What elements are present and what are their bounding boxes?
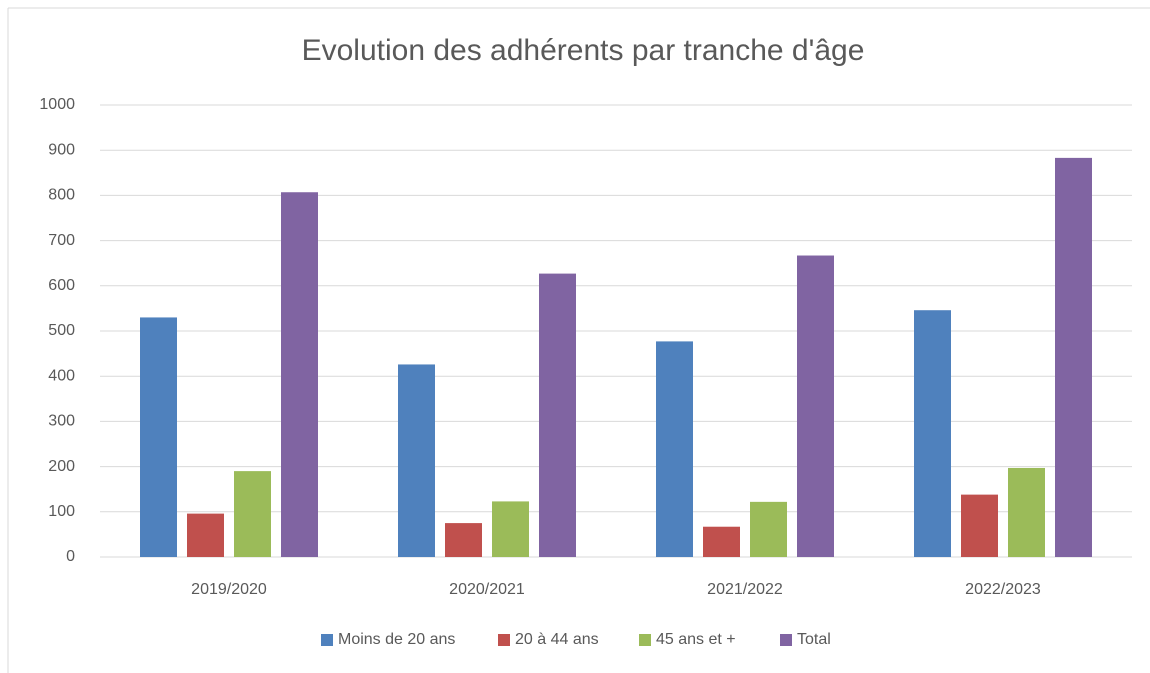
y-tick-label: 0: [66, 548, 75, 565]
bar: [1055, 157, 1092, 557]
bar: [187, 513, 224, 557]
bar: [398, 364, 435, 557]
bar: [492, 501, 529, 557]
y-tick-label: 900: [48, 141, 75, 158]
y-tick-label: 1000: [39, 96, 75, 113]
y-tick-label: 500: [48, 322, 75, 339]
y-tick-label: 200: [48, 458, 75, 475]
bar: [539, 273, 576, 557]
y-tick-label: 400: [48, 367, 75, 384]
y-tick-label: 300: [48, 413, 75, 430]
bar: [750, 501, 787, 557]
x-tick-label: 2019/2020: [191, 581, 267, 598]
legend-label: Total: [797, 631, 831, 648]
y-tick-label: 800: [48, 187, 75, 204]
legend-swatch: [780, 634, 792, 646]
chart-title: Evolution des adhérents par tranche d'âg…: [302, 34, 865, 67]
bar: [1008, 467, 1045, 557]
x-tick-label: 2021/2022: [707, 581, 783, 598]
legend-swatch: [498, 634, 510, 646]
bar: [656, 341, 693, 557]
legend-swatch: [639, 634, 651, 646]
legend-label: 20 à 44 ans: [515, 631, 599, 648]
x-tick-label: 2022/2023: [965, 581, 1041, 598]
bar: [234, 471, 271, 557]
bar: [961, 494, 998, 557]
y-tick-label: 100: [48, 503, 75, 520]
legend-label: Moins de 20 ans: [338, 631, 455, 648]
legend-swatch: [321, 634, 333, 646]
bar: [445, 523, 482, 557]
y-tick-label: 600: [48, 277, 75, 294]
bar: [703, 526, 740, 557]
legend-label: 45 ans et +: [656, 631, 736, 648]
bar: [914, 310, 951, 557]
bar: [797, 255, 834, 558]
x-tick-label: 2020/2021: [449, 581, 525, 598]
bar: [281, 192, 318, 557]
bar: [140, 317, 177, 557]
y-tick-label: 700: [48, 232, 75, 249]
